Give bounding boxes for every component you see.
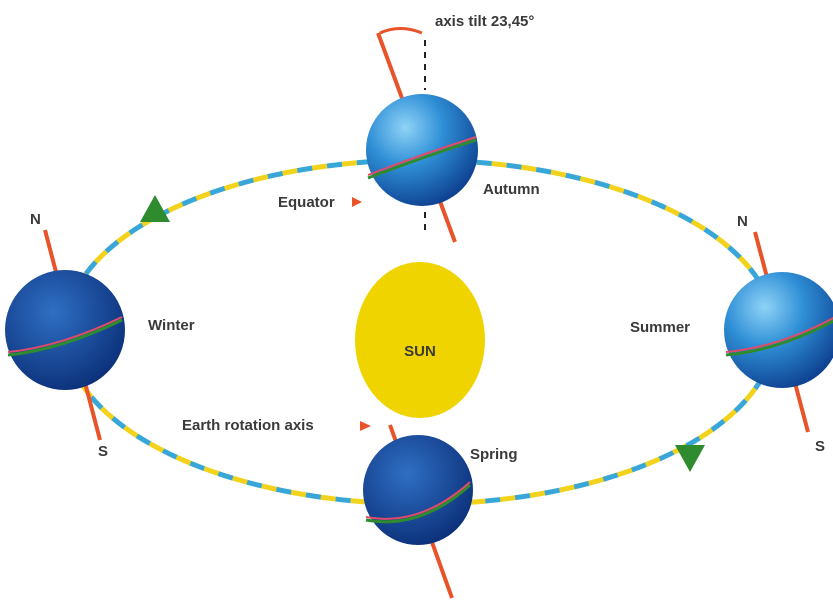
season-label: Winter xyxy=(148,317,195,334)
season-label: Summer xyxy=(630,319,690,336)
earth-winter xyxy=(5,270,125,390)
pole-label: N xyxy=(737,213,748,230)
pole-label: S xyxy=(815,438,825,455)
season-label: Autumn xyxy=(483,181,540,198)
rotation-axis-label: Earth rotation axis xyxy=(182,417,314,434)
axis-tilt-label: axis tilt 23,45° xyxy=(435,13,534,30)
equator-label: Equator xyxy=(278,194,335,211)
sun-label: SUN xyxy=(404,343,436,360)
sun xyxy=(355,262,485,418)
earth-spring xyxy=(363,435,473,545)
earth-autumn xyxy=(366,94,478,206)
pole-label: S xyxy=(98,443,108,460)
diagram: SUN axis tilt 23,45° Equator Autumn N S … xyxy=(0,0,833,602)
pole-label: N xyxy=(30,211,41,228)
season-label: Spring xyxy=(470,446,518,463)
